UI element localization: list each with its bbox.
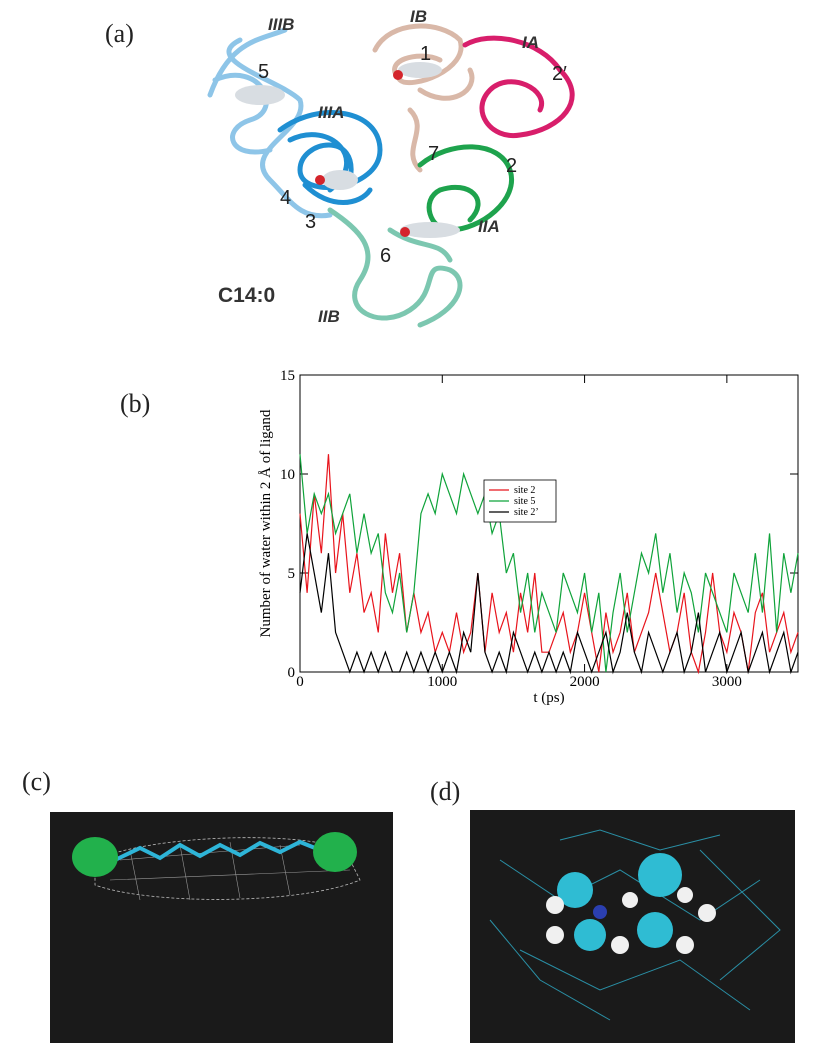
ligand-render [50, 812, 393, 1043]
y-tick-label: 15 [280, 368, 295, 384]
protein-structure [207, 23, 575, 328]
data-line [299, 454, 799, 673]
x-tick-label: 1000 [427, 674, 457, 690]
domain-label: IIIB [268, 15, 294, 34]
site-label: 6 [380, 245, 391, 267]
site-label: 2 [506, 155, 517, 177]
x-tick-label: 3000 [712, 674, 742, 690]
legend-label: site 5 [514, 496, 535, 507]
line-chart: 0 5 10 15 0 1000 2000 3000 t (ps) Number of water… [258, 368, 799, 706]
x-axis-label: t (ps) [533, 690, 564, 706]
x-tick-label: 0 [296, 674, 304, 690]
panel-label: (a) [105, 19, 134, 48]
site-render [470, 810, 795, 1043]
site-label: 2′ [552, 63, 567, 85]
domain-label: IIIA [318, 103, 344, 122]
panel-label: (d) [430, 777, 460, 806]
site-label: 1 [420, 43, 431, 65]
panel-label: (b) [120, 389, 150, 418]
data-line [299, 533, 799, 675]
y-tick-label: 10 [280, 467, 295, 483]
site-label: 3 [305, 211, 316, 233]
domain-label: IB [410, 7, 427, 26]
legend-label: site 2 [514, 485, 535, 496]
protein-labels: IIIB IB IA 5 1 2′ IIIA 7 2 4 3 6 IIA C14… [218, 7, 567, 326]
plot-frame [299, 374, 799, 673]
domain-label: IIA [478, 217, 500, 236]
x-tick-label: 2000 [570, 674, 600, 690]
site-label: 7 [428, 143, 439, 165]
y-axis-label: Number of water within 2 Å of ligand [258, 409, 274, 637]
domain-label: IA [522, 33, 539, 52]
y-tick-label: 5 [288, 566, 296, 582]
site-label: 4 [280, 187, 291, 209]
ligand-label: C14:0 [218, 284, 275, 307]
domain-label: IIB [318, 307, 340, 326]
y-tick-label: 0 [288, 665, 296, 681]
panel-label: (c) [22, 767, 51, 796]
legend-label: site 2’ [514, 507, 539, 518]
site-label: 5 [258, 61, 269, 83]
